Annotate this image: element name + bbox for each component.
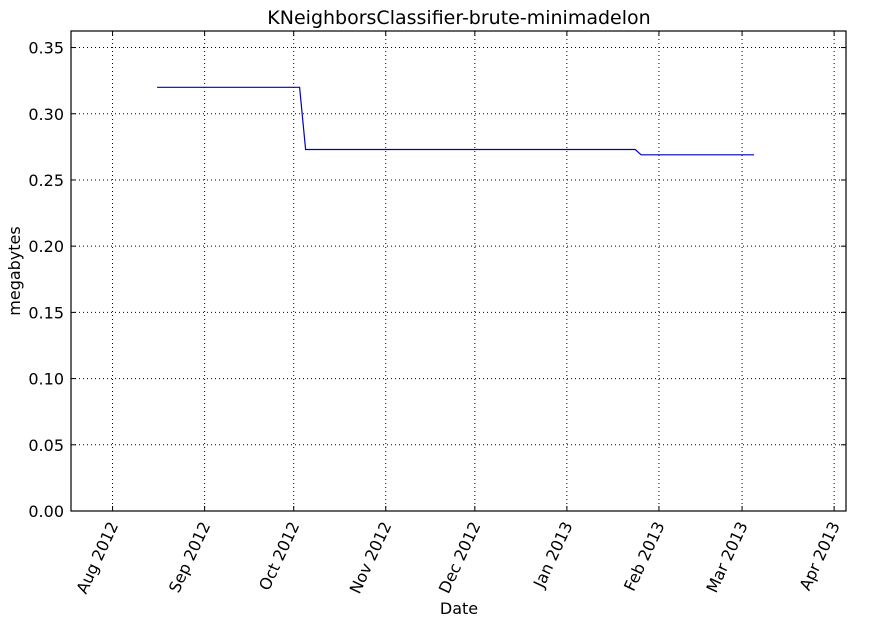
chart-title: KNeighborsClassifier-brute-minimadelon: [267, 7, 650, 29]
x-tick-label: Nov 2012: [346, 519, 396, 597]
x-tick-label: Jan 2013: [529, 519, 576, 592]
x-tick-label: Oct 2012: [255, 519, 303, 594]
y-tick-label: 0.20: [28, 237, 64, 256]
y-axis-label: megabytes: [5, 226, 24, 315]
y-tick-label: 0.25: [28, 171, 64, 190]
y-tick-label: 0.05: [28, 436, 64, 455]
plot-frame: [70, 30, 847, 512]
y-tick-label: 0.10: [28, 370, 64, 389]
series-layer: [157, 86, 754, 156]
y-tick-label: 0.35: [28, 39, 64, 58]
series-line: [157, 86, 754, 156]
y-tick-labels: 0.00 0.05 0.10 0.15 0.20 0.25 0.30 0.35: [28, 39, 64, 521]
y-tick-label: 0.15: [28, 303, 64, 322]
x-tick-label: Feb 2013: [620, 519, 669, 594]
y-tick-label: 0.30: [28, 105, 64, 124]
x-tick-label: Aug 2012: [72, 519, 122, 597]
x-tick-label: Apr 2013: [795, 519, 843, 594]
x-tick-label: Mar 2013: [702, 519, 751, 596]
axis-ticks: [71, 31, 846, 512]
x-tick-label: Dec 2012: [435, 519, 485, 597]
grid-lines: [71, 31, 846, 512]
y-tick-label: 0.00: [28, 502, 64, 521]
x-tick-labels: Aug 2012 Sep 2012 Oct 2012 Nov 2012 Dec 2012…: [72, 519, 843, 597]
x-tick-label: Sep 2012: [165, 519, 214, 596]
x-axis-label: Date: [440, 599, 478, 618]
